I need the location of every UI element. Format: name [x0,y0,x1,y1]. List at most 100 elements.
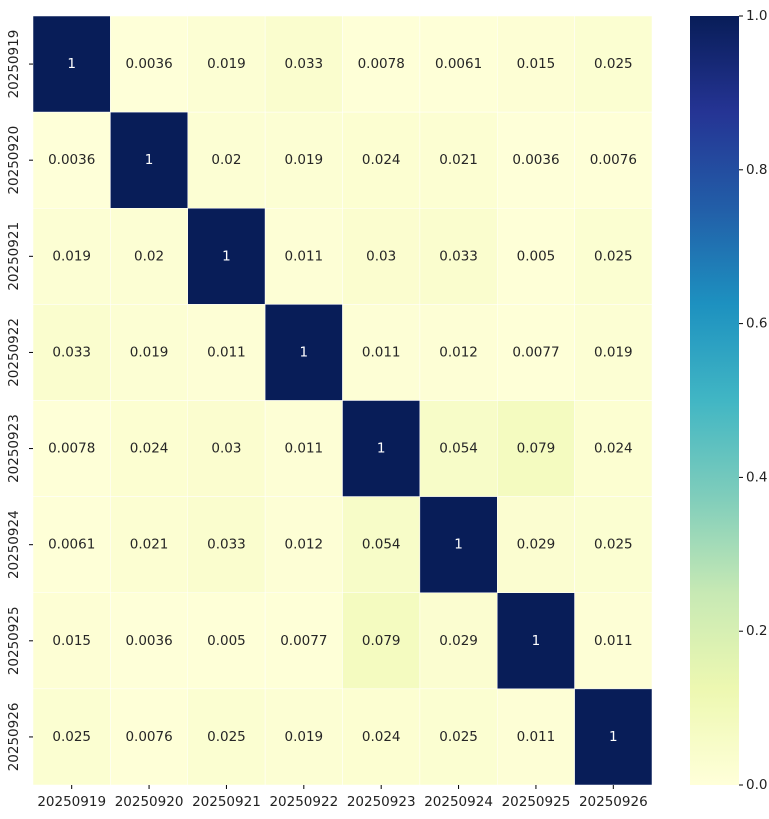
cell-label: 0.0036 [512,152,559,168]
cell-label: 0.015 [52,633,91,649]
cell-label: 0.0036 [125,56,172,72]
colorbar-tick-label: 0.6 [746,316,767,332]
cell-label: 0.03 [211,441,241,457]
heatmap-cell [110,15,188,113]
heatmap-cell [110,304,188,401]
y-tick-label: 20250921 [6,222,22,291]
y-tick-label: 20250919 [6,30,22,99]
colorbar-tick-label: 1.0 [746,8,767,24]
cell-label: 0.03 [366,248,396,264]
heatmap-cell [497,208,575,305]
cell-label: 0.0036 [125,633,172,649]
heatmap-cell [574,15,653,113]
cell-label: 0.024 [130,441,169,457]
heatmap-cell [342,208,421,305]
x-tick-label: 20250922 [269,794,338,810]
heatmap-cell [342,400,421,497]
cell-label: 0.012 [284,537,323,553]
cell-label: 0.033 [207,537,246,553]
heatmap-cell [497,592,575,690]
heatmap-cell [110,496,188,593]
heatmap-cell [187,400,266,497]
heatmap-cell [187,304,266,401]
cell-label: 0.024 [362,152,401,168]
heatmap-cell [264,304,343,401]
cell-label: 0.019 [594,344,633,360]
cell-label: 0.02 [211,152,241,168]
cell-label: 0.025 [594,56,633,72]
cell-label: 0.029 [517,537,556,553]
cell-label: 0.0078 [48,441,95,457]
cell-label: 0.0061 [48,537,95,553]
heatmap-cell [342,592,421,690]
heatmap-cell [264,208,343,305]
cell-label: 0.079 [362,633,401,649]
cell-label: 0.019 [284,729,323,745]
cell-label: 0.054 [439,441,478,457]
cell-label: 1 [454,537,463,553]
cell-label: 0.02 [134,248,164,264]
cell-label: 0.054 [362,537,401,553]
cell-label: 0.011 [362,344,401,360]
heatmap-cell [187,15,266,113]
x-tick-label: 20250924 [424,794,493,810]
heatmap-cell [187,592,266,690]
cell-label: 0.024 [362,729,401,745]
cell-label: 0.025 [52,729,91,745]
cell-label: 0.019 [207,56,246,72]
cell-label: 0.005 [207,633,246,649]
cell-label: 0.0076 [590,152,637,168]
heatmap-cell [110,111,188,209]
heatmap-cell [342,688,421,786]
heatmap-cell [264,400,343,497]
heatmap-cell [110,400,188,497]
cell-label: 0.011 [517,729,556,745]
heatmap-cell [419,15,498,113]
cell-label: 0.011 [284,441,323,457]
heatmap-cell [497,496,575,593]
cell-label: 0.024 [594,441,633,457]
heatmap-cell [187,496,266,593]
cell-label: 0.0076 [125,729,172,745]
y-tick-label: 20250924 [6,510,22,579]
cell-label: 0.033 [52,344,91,360]
heatmap-cell [419,208,498,305]
cell-label: 0.025 [207,729,246,745]
y-tick-label: 20250926 [6,703,22,772]
heatmap-cell [342,496,421,593]
cell-label: 1 [67,56,76,72]
cell-label: 0.033 [284,56,323,72]
heatmap-cell [342,15,421,113]
heatmap-cell [32,15,111,113]
y-tick-label: 20250920 [6,126,22,195]
cell-label: 0.025 [594,537,633,553]
cell-label: 0.0036 [48,152,95,168]
cell-label: 0.0078 [358,56,405,72]
cell-label: 0.021 [439,152,478,168]
x-tick-label: 20250921 [192,794,261,810]
heatmap-cell [574,111,653,209]
cell-label: 0.015 [517,56,556,72]
heatmap-cell [187,688,266,786]
cell-label: 0.021 [130,537,169,553]
heatmap-cell [574,208,653,305]
heatmap-cell [574,400,653,497]
heatmap-cell [419,496,498,593]
cell-label: 1 [300,344,309,360]
cell-label: 0.019 [52,248,91,264]
x-tick-label: 20250925 [502,794,571,810]
heatmap-cell [187,208,266,305]
cell-label: 0.0077 [512,344,559,360]
heatmap-cell [264,496,343,593]
heatmap-cell [574,592,653,690]
cell-label: 0.029 [439,633,478,649]
cell-label: 0.0077 [280,633,327,649]
cell-label: 0.019 [284,152,323,168]
cell-label: 0.011 [594,633,633,649]
cell-label: 1 [609,729,618,745]
heatmap-cell [419,688,498,786]
heatmap-cell [497,304,575,401]
cell-label: 1 [222,248,231,264]
heatmap-cell [419,592,498,690]
